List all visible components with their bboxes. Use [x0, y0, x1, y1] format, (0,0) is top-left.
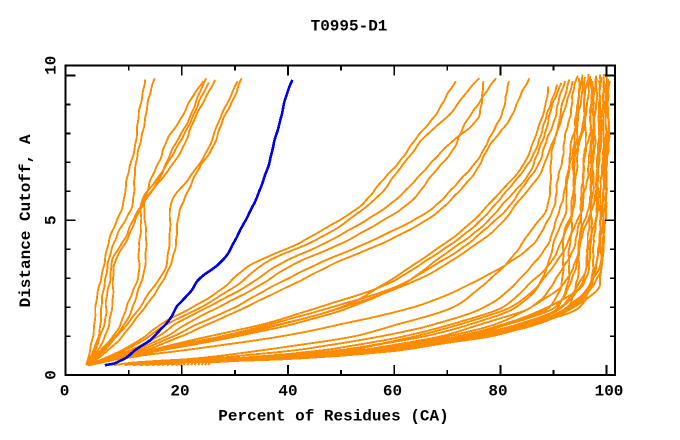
svg-text:Distance Cutoff, A: Distance Cutoff, A	[17, 134, 35, 307]
svg-text:40: 40	[278, 383, 297, 401]
svg-text:20: 20	[170, 383, 189, 401]
svg-text:80: 80	[488, 383, 507, 401]
svg-text:60: 60	[383, 383, 402, 401]
svg-text:0: 0	[43, 370, 61, 380]
svg-text:Percent of Residues (CA): Percent of Residues (CA)	[218, 408, 448, 426]
svg-text:100: 100	[595, 383, 624, 401]
svg-text:10: 10	[43, 56, 61, 75]
svg-text:5: 5	[43, 215, 61, 225]
svg-text:T0995-D1: T0995-D1	[311, 18, 388, 36]
svg-text:0: 0	[60, 383, 70, 401]
